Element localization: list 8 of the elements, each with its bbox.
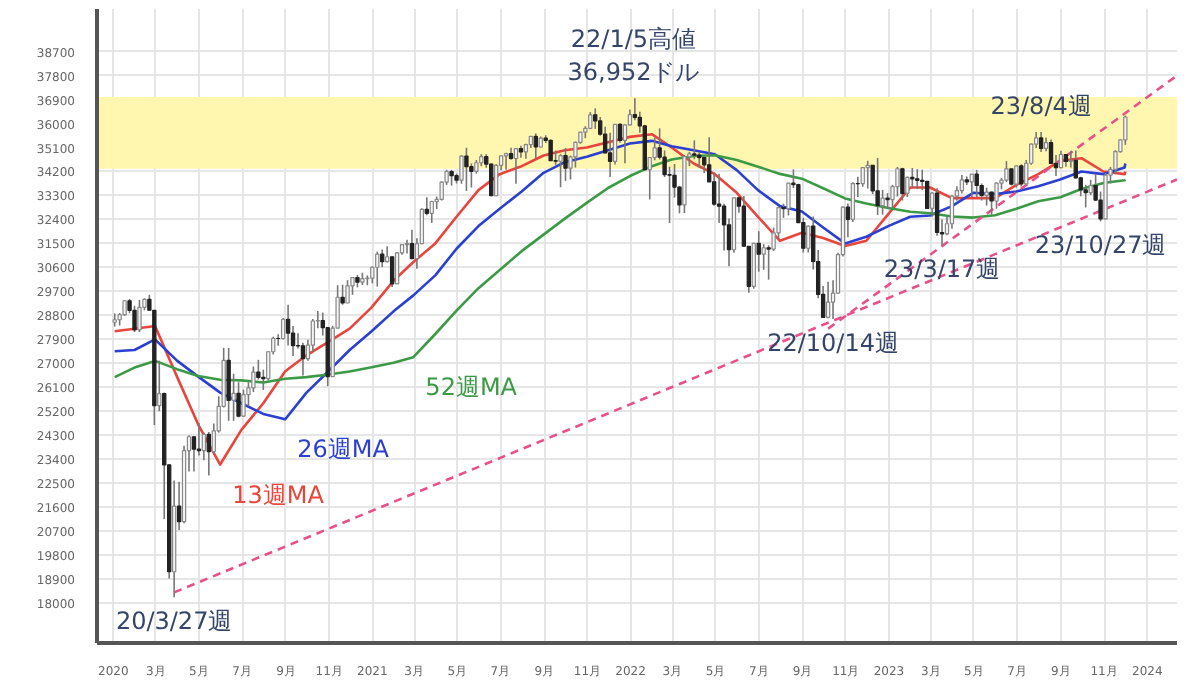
series-label: 52週MA (425, 373, 519, 402)
annotation: 22/1/5高値 36,952ドル (567, 24, 700, 87)
annotation: 22/10/14週 (767, 329, 899, 358)
annotation: 23/10/27週 (1034, 231, 1167, 260)
series-label: 13週MA (232, 480, 326, 509)
series-label: 26週MA (297, 435, 391, 464)
annotation: 20/3/27週 (115, 607, 233, 636)
annotation: 23/8/4週 (990, 92, 1092, 121)
